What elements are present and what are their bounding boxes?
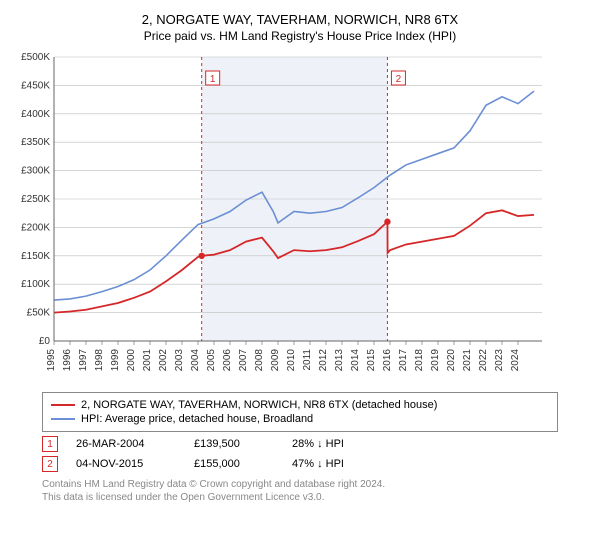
svg-text:2011: 2011	[302, 349, 313, 371]
legend-row: HPI: Average price, detached house, Broa…	[51, 413, 549, 425]
svg-text:2010: 2010	[286, 349, 297, 372]
marker-pct: 47% ↓ HPI	[292, 458, 344, 470]
legend-label: 2, NORGATE WAY, TAVERHAM, NORWICH, NR8 6…	[81, 399, 437, 411]
page-subtitle: Price paid vs. HM Land Registry's House …	[10, 29, 590, 43]
svg-text:2003: 2003	[174, 349, 185, 372]
svg-text:1999: 1999	[110, 349, 121, 372]
marker-pct: 28% ↓ HPI	[292, 438, 344, 450]
svg-text:2015: 2015	[366, 349, 377, 372]
legend: 2, NORGATE WAY, TAVERHAM, NORWICH, NR8 6…	[42, 392, 558, 432]
footnote-line-2: This data is licensed under the Open Gov…	[42, 491, 558, 504]
svg-text:2002: 2002	[158, 349, 169, 372]
marker-row: 2 04-NOV-2015 £155,000 47% ↓ HPI	[42, 456, 558, 472]
svg-text:£500K: £500K	[21, 52, 50, 63]
chart-container: £0 £50K £100K £150K £200K £250K £300K £350K £400…	[10, 51, 590, 386]
svg-text:£50K: £50K	[27, 308, 51, 319]
footnote: Contains HM Land Registry data © Crown c…	[42, 478, 558, 504]
svg-text:2019: 2019	[430, 349, 441, 372]
marker-date: 04-NOV-2015	[76, 458, 176, 470]
svg-text:2007: 2007	[238, 349, 249, 372]
svg-text:2016: 2016	[382, 349, 393, 372]
svg-text:2008: 2008	[254, 349, 265, 372]
svg-text:2012: 2012	[318, 349, 329, 372]
svg-text:£250K: £250K	[21, 194, 50, 205]
footnote-line-1: Contains HM Land Registry data © Crown c…	[42, 478, 558, 491]
svg-text:£400K: £400K	[21, 109, 50, 120]
svg-text:2020: 2020	[446, 349, 457, 372]
svg-text:2023: 2023	[494, 349, 505, 372]
svg-text:£100K: £100K	[21, 279, 50, 290]
svg-text:£300K: £300K	[21, 166, 50, 177]
svg-text:£150K: £150K	[21, 251, 50, 262]
svg-text:2024: 2024	[510, 349, 521, 372]
legend-row: 2, NORGATE WAY, TAVERHAM, NORWICH, NR8 6…	[51, 399, 549, 411]
marker-price: £139,500	[194, 438, 274, 450]
svg-text:2005: 2005	[206, 349, 217, 372]
line-chart: £0 £50K £100K £150K £200K £250K £300K £350K £400…	[10, 51, 550, 381]
page-title: 2, NORGATE WAY, TAVERHAM, NORWICH, NR8 6…	[10, 12, 590, 27]
marker-row: 1 26-MAR-2004 £139,500 28% ↓ HPI	[42, 436, 558, 452]
marker-price: £155,000	[194, 458, 274, 470]
svg-text:£350K: £350K	[21, 137, 50, 148]
svg-text:1998: 1998	[94, 349, 105, 372]
svg-text:2006: 2006	[222, 349, 233, 372]
svg-text:1995: 1995	[46, 349, 57, 372]
markers-table: 1 26-MAR-2004 £139,500 28% ↓ HPI 2 04-NOV-201…	[42, 436, 558, 472]
marker-number-box: 2	[42, 456, 58, 472]
marker-date: 26-MAR-2004	[76, 438, 176, 450]
svg-text:£0: £0	[39, 336, 51, 347]
svg-text:2004: 2004	[190, 349, 201, 372]
svg-text:1996: 1996	[62, 349, 73, 372]
svg-text:2000: 2000	[126, 349, 137, 372]
svg-text:1997: 1997	[78, 349, 89, 372]
legend-swatch	[51, 418, 75, 420]
svg-text:2: 2	[396, 74, 402, 85]
svg-text:2017: 2017	[398, 349, 409, 372]
legend-label: HPI: Average price, detached house, Broa…	[81, 413, 313, 425]
svg-text:2001: 2001	[142, 349, 153, 372]
svg-text:2018: 2018	[414, 349, 425, 372]
svg-text:2013: 2013	[334, 349, 345, 372]
marker-number-box: 1	[42, 436, 58, 452]
svg-text:2009: 2009	[270, 349, 281, 372]
svg-text:2014: 2014	[350, 349, 361, 372]
svg-text:£200K: £200K	[21, 222, 50, 233]
legend-swatch	[51, 404, 75, 406]
svg-text:1: 1	[210, 74, 216, 85]
svg-text:2022: 2022	[478, 349, 489, 372]
svg-text:£450K: £450K	[21, 80, 50, 91]
svg-text:2021: 2021	[462, 349, 473, 372]
